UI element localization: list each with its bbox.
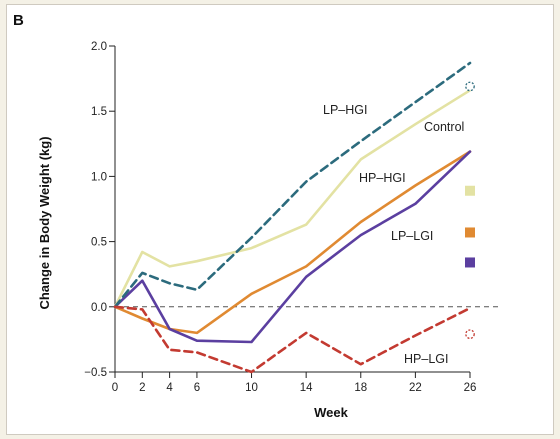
x-tick-label-18: 18 [354,382,367,394]
legend-swatch-lp-lgi [465,257,475,268]
y-tick-label-1-5: 1.5 [91,106,107,118]
series-line-hp-lgi [113,305,472,374]
x-tick-label-26: 26 [464,382,477,394]
x-tick-label-22: 22 [409,382,422,394]
figure-panel: B Change in Body Weight (kg) Week −0.5 0.… [6,4,554,435]
series-label-lp-lgi: LP–LGI [391,229,433,243]
y-tick-label-0-0: 0.0 [91,302,107,314]
axes: −0.5 0.0 0.5 1.0 1.5 2.0 0 2 4 6 10 14 18 22 26 [84,41,476,394]
x-tick-label-14: 14 [300,382,313,394]
end-marker-lp-hgi [465,81,475,92]
y-tick-label-1-0: 1.0 [91,171,107,183]
series-label-lp-hgi: LP–HGI [323,103,367,117]
legend-swatch-control [465,185,475,196]
line-chart: B Change in Body Weight (kg) Week −0.5 0.… [13,12,500,420]
end-markers [465,81,475,340]
x-tick-label-2: 2 [139,382,145,394]
x-tick-label-0: 0 [112,382,118,394]
series-line-lp-hgi [113,61,472,309]
y-tick-label-minus-0-5: −0.5 [84,367,107,379]
series-label-control: Control [424,120,464,134]
series-line-lp-lgi [113,150,472,344]
series-labels: LP–HGI Control HP–HGI LP–LGI HP–LGI [323,103,464,366]
series-lines [113,61,472,374]
panel-letter: B [13,12,24,29]
legend-swatches [465,185,475,268]
y-tick-label-2-0: 2.0 [91,41,107,53]
end-marker-hp-lgi [465,329,475,340]
x-tick-label-10: 10 [245,382,258,394]
series-label-hp-lgi: HP–LGI [404,352,448,366]
x-axis-title: Week [314,405,348,420]
x-tick-label-4: 4 [166,382,173,394]
series-label-hp-hgi: HP–HGI [359,171,406,185]
y-tick-label-0-5: 0.5 [91,237,107,249]
y-axis-title: Change in Body Weight (kg) [37,136,52,309]
legend-swatch-hp-hgi [465,227,475,238]
series-line-control [113,89,472,309]
x-tick-label-6: 6 [194,382,200,394]
